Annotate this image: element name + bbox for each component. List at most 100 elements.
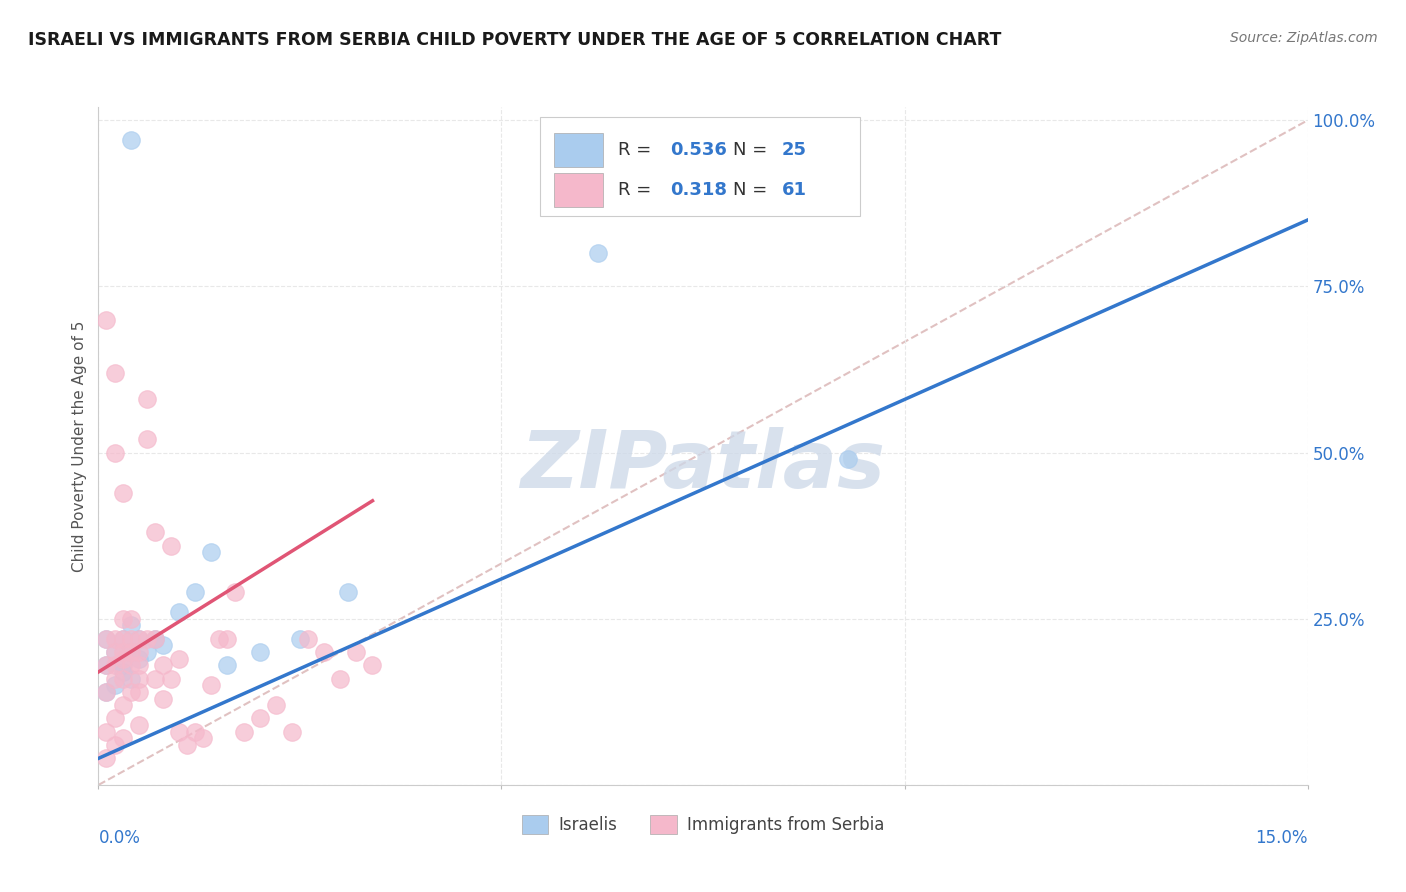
Point [96,724,118,739]
Text: N =: N = [734,141,773,159]
Point [103,366,125,380]
Point [143,525,166,540]
Point [103,672,125,686]
Point [128,718,150,732]
Point [103,658,125,673]
Point [120,645,142,659]
Text: 61: 61 [782,181,807,200]
Point [249,645,271,659]
Text: R =: R = [619,141,658,159]
Point [232,724,254,739]
Point [96,632,118,646]
Point [128,658,150,673]
Point [120,133,142,147]
Point [193,731,215,746]
Point [120,632,142,646]
Point [111,645,134,659]
Point [103,645,125,659]
Point [837,452,859,467]
Point [96,658,118,673]
Point [152,658,174,673]
Point [96,751,118,765]
Point [120,672,142,686]
Point [103,632,125,646]
Point [120,645,142,659]
Point [314,645,336,659]
Point [96,632,118,646]
Point [111,731,134,746]
Point [344,645,367,659]
Text: ZIPatlas: ZIPatlas [520,427,886,506]
Point [103,711,125,725]
Point [152,639,174,653]
Point [297,632,319,646]
Point [128,672,150,686]
Point [337,585,360,599]
Point [176,738,198,752]
Point [111,632,134,646]
Point [143,632,166,646]
Point [128,632,150,646]
Point [217,632,239,646]
Point [135,433,157,447]
Point [111,672,134,686]
Point [152,691,174,706]
Point [111,658,134,673]
Point [135,632,157,646]
Text: 0.0%: 0.0% [98,829,141,847]
Point [264,698,287,713]
Point [167,605,190,619]
Point [111,651,134,665]
Point [120,658,142,673]
Point [96,312,118,326]
Point [224,585,246,599]
FancyBboxPatch shape [554,173,603,207]
Point [160,539,183,553]
FancyBboxPatch shape [554,133,603,167]
Point [103,738,125,752]
Text: 25: 25 [782,141,807,159]
Point [184,585,207,599]
Text: N =: N = [734,181,773,200]
Text: R =: R = [619,181,658,200]
Point [120,685,142,699]
Point [184,724,207,739]
Point [361,658,384,673]
Legend: Israelis, Immigrants from Serbia: Israelis, Immigrants from Serbia [515,808,891,841]
Point [111,485,134,500]
Point [128,685,150,699]
Point [120,618,142,632]
Point [135,392,157,407]
Point [135,645,157,659]
Point [200,678,222,692]
Point [103,678,125,692]
Text: 0.318: 0.318 [671,181,727,200]
Point [217,658,239,673]
Point [111,632,134,646]
Point [96,685,118,699]
Point [586,246,609,260]
Point [128,645,150,659]
Point [103,645,125,659]
Point [120,612,142,626]
Point [128,632,150,646]
Point [208,632,231,646]
Text: 0.536: 0.536 [671,141,727,159]
Point [200,545,222,559]
Point [103,445,125,459]
Point [160,672,183,686]
FancyBboxPatch shape [540,117,860,216]
Point [96,685,118,699]
Point [143,632,166,646]
Point [288,632,311,646]
Point [249,711,271,725]
Point [96,658,118,673]
Point [281,724,304,739]
Text: Source: ZipAtlas.com: Source: ZipAtlas.com [1230,31,1378,45]
Point [128,651,150,665]
Text: 15.0%: 15.0% [1256,829,1308,847]
Point [111,612,134,626]
Point [329,672,352,686]
Point [111,698,134,713]
Text: ISRAELI VS IMMIGRANTS FROM SERBIA CHILD POVERTY UNDER THE AGE OF 5 CORRELATION C: ISRAELI VS IMMIGRANTS FROM SERBIA CHILD … [28,31,1001,49]
